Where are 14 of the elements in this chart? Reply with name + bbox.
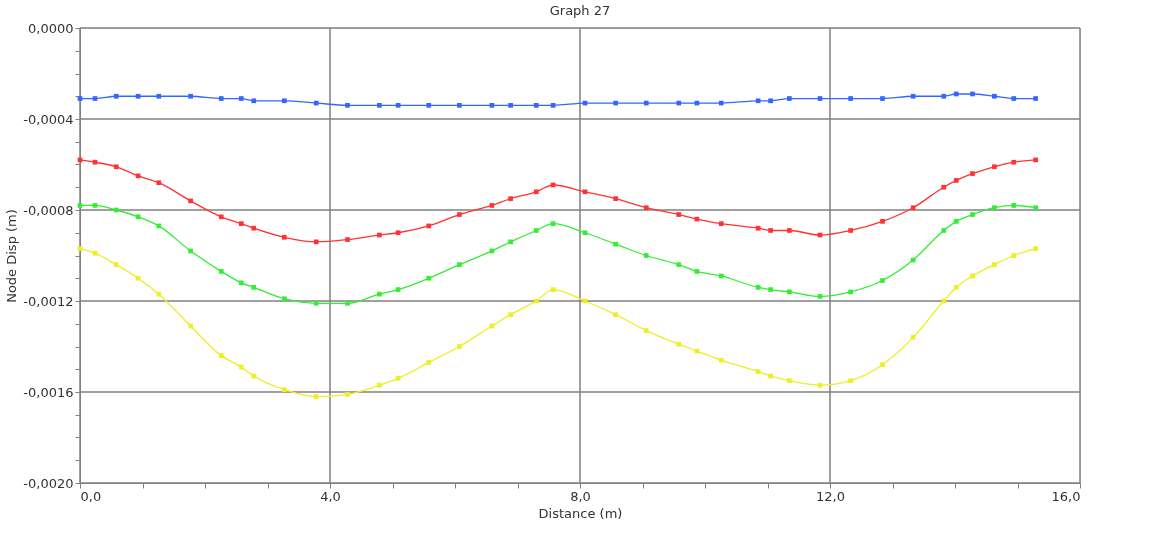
x-tick-label: 4,0 xyxy=(320,488,341,504)
x-tick-label: 12,0 xyxy=(816,488,845,504)
x-tick-label: 0,0 xyxy=(80,488,102,504)
y-tick-label: -0,0020 xyxy=(23,475,74,491)
y-tick-label: -0,0016 xyxy=(23,384,74,400)
chart-title: Graph 27 xyxy=(549,3,611,18)
y-tick-label: -0,0008 xyxy=(23,202,74,218)
y-tick-label: 0,0000 xyxy=(28,20,74,36)
x-tick-label: 8,0 xyxy=(570,488,591,504)
x-axis-title: Distance (m) xyxy=(538,505,623,521)
y-tick-label: -0,0012 xyxy=(23,293,74,309)
y-tick-label: -0,0004 xyxy=(23,111,74,127)
x-tick-label: 16,0 xyxy=(1051,488,1081,504)
y-axis-title: Node Disp (m) xyxy=(4,209,20,303)
